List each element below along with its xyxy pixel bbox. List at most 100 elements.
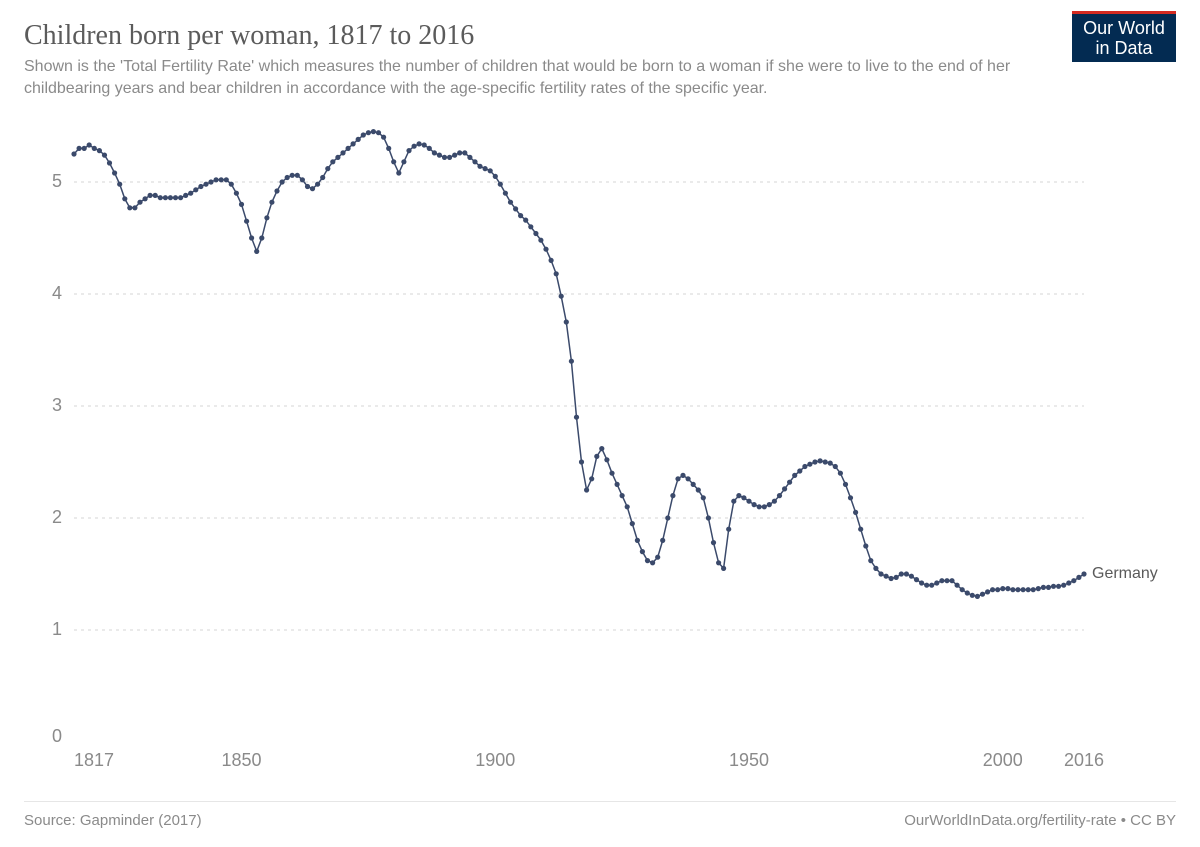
data-point (361, 132, 366, 137)
data-point (1076, 575, 1081, 580)
data-point (300, 177, 305, 182)
data-point (244, 219, 249, 224)
data-point (381, 135, 386, 140)
data-point (290, 173, 295, 178)
chart-subtitle: Shown is the 'Total Fertility Rate' whic… (24, 56, 1056, 99)
data-point (143, 196, 148, 201)
data-point (863, 543, 868, 548)
data-point (543, 247, 548, 252)
data-point (787, 480, 792, 485)
data-point (325, 166, 330, 171)
data-point (579, 459, 584, 464)
data-point (178, 195, 183, 200)
x-tick-label: 1850 (221, 750, 261, 770)
data-point (640, 549, 645, 554)
data-point (1046, 585, 1051, 590)
data-point (559, 294, 564, 299)
data-point (549, 258, 554, 263)
data-point (909, 574, 914, 579)
data-point (386, 146, 391, 151)
data-point (417, 141, 422, 146)
data-point (447, 155, 452, 160)
data-point (889, 576, 894, 581)
data-point (467, 155, 472, 160)
data-point (310, 186, 315, 191)
logo-line2: in Data (1072, 38, 1176, 58)
data-point (574, 415, 579, 420)
chart-footer: Source: Gapminder (2017) OurWorldInData.… (24, 801, 1176, 829)
y-tick-label: 2 (52, 507, 62, 527)
data-point (366, 130, 371, 135)
data-point (452, 153, 457, 158)
data-point (660, 538, 665, 543)
data-point (371, 129, 376, 134)
data-point (711, 540, 716, 545)
data-point (792, 473, 797, 478)
data-point (148, 193, 153, 198)
data-point (868, 558, 873, 563)
data-point (873, 566, 878, 571)
data-point (894, 575, 899, 580)
data-point (584, 487, 589, 492)
data-point (285, 175, 290, 180)
data-point (924, 583, 929, 588)
data-point (102, 153, 107, 158)
data-point (203, 182, 208, 187)
data-point (239, 202, 244, 207)
data-point (1021, 587, 1026, 592)
data-point (802, 464, 807, 469)
data-point (97, 148, 102, 153)
data-point (686, 476, 691, 481)
data-point (356, 137, 361, 142)
data-point (757, 504, 762, 509)
data-point (183, 193, 188, 198)
data-point (462, 150, 467, 155)
data-point (823, 459, 828, 464)
data-point (1015, 587, 1020, 592)
y-tick-label: 1 (52, 619, 62, 639)
x-tick-label: 1950 (729, 750, 769, 770)
data-point (127, 205, 132, 210)
data-point (990, 587, 995, 592)
data-point (188, 191, 193, 196)
data-point (807, 462, 812, 467)
data-point (630, 521, 635, 526)
data-point (884, 574, 889, 579)
data-point (696, 487, 701, 492)
data-point (665, 515, 670, 520)
x-tick-label: 1900 (475, 750, 515, 770)
data-point (731, 499, 736, 504)
data-point (970, 593, 975, 598)
data-point (615, 482, 620, 487)
data-point (214, 177, 219, 182)
data-point (208, 179, 213, 184)
data-point (675, 476, 680, 481)
data-point (107, 160, 112, 165)
y-tick-label: 5 (52, 171, 62, 191)
data-point (772, 499, 777, 504)
data-point (1056, 584, 1061, 589)
data-point (1005, 586, 1010, 591)
data-point (818, 458, 823, 463)
data-point (726, 527, 731, 532)
data-point (1010, 587, 1015, 592)
data-point (391, 159, 396, 164)
data-point (112, 170, 117, 175)
data-point (219, 177, 224, 182)
x-tick-label: 1817 (74, 750, 114, 770)
data-point (965, 590, 970, 595)
data-point (422, 142, 427, 147)
data-point (320, 175, 325, 180)
data-point (746, 499, 751, 504)
series-line-germany (74, 132, 1084, 597)
data-point (975, 594, 980, 599)
data-point (457, 150, 462, 155)
data-point (782, 486, 787, 491)
data-point (1000, 586, 1005, 591)
data-point (609, 471, 614, 476)
data-point (483, 166, 488, 171)
data-point (513, 206, 518, 211)
data-point (589, 476, 594, 481)
series-label-germany: Germany (1092, 565, 1158, 582)
data-point (564, 319, 569, 324)
